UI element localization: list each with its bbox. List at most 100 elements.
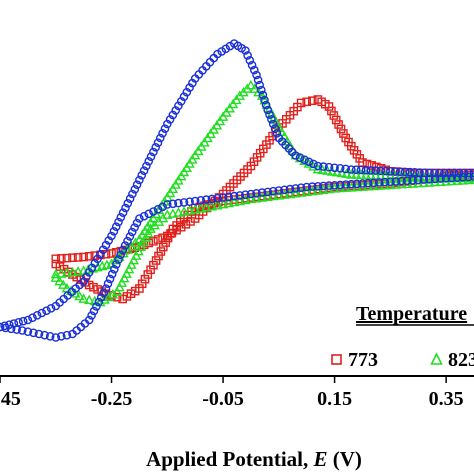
data-point (307, 185, 318, 196)
data-point (365, 169, 376, 180)
data-point (301, 186, 312, 197)
legend-marker-773 (331, 354, 342, 365)
data-point (121, 203, 130, 213)
data-point (12, 325, 22, 334)
data-point (273, 190, 284, 200)
data-point (313, 161, 323, 171)
x-axis-title-main: Applied Potential, (146, 447, 313, 471)
data-point (23, 327, 33, 337)
data-point (280, 185, 289, 195)
data-point (223, 197, 234, 208)
data-point (96, 293, 106, 302)
legend: Temperature 773 823 (331, 303, 474, 371)
data-point (319, 162, 328, 171)
data-point (300, 155, 309, 164)
data-point (114, 217, 123, 227)
legend-marker-823 (430, 352, 443, 365)
data-point (163, 233, 173, 243)
data-point (313, 181, 323, 191)
data-point (268, 119, 278, 129)
data-point (213, 193, 222, 203)
data-point (28, 313, 37, 323)
data-point (324, 162, 334, 172)
data-point (402, 176, 412, 185)
data-point (376, 166, 385, 176)
data-point (119, 272, 130, 283)
data-point (262, 191, 273, 201)
data-point (155, 133, 165, 143)
data-point (157, 212, 169, 223)
data-point (260, 95, 269, 105)
data-point (279, 189, 290, 199)
data-point (149, 147, 158, 157)
data-point (261, 100, 271, 110)
data-point (107, 288, 119, 299)
data-point (234, 195, 245, 206)
data-point (308, 161, 319, 171)
data-point (178, 206, 190, 216)
data-point (40, 330, 49, 340)
data-point (430, 174, 440, 184)
data-point (0, 322, 5, 332)
data-point (290, 188, 301, 198)
x-axis-title-unit: (V) (328, 447, 362, 471)
data-point (67, 266, 78, 277)
data-point (149, 260, 158, 270)
data-point (206, 200, 218, 211)
data-point (130, 184, 140, 194)
data-point (312, 185, 324, 195)
data-point (57, 254, 66, 263)
data-point (413, 175, 423, 185)
data-point (265, 110, 274, 119)
data-point (42, 306, 51, 316)
data-point (386, 177, 395, 186)
data-point (79, 252, 88, 262)
data-point (87, 311, 96, 320)
data-point (308, 96, 317, 105)
data-point (291, 151, 300, 160)
data-point (307, 182, 317, 191)
data-point (235, 191, 245, 200)
data-point (291, 184, 300, 193)
data-point (116, 277, 128, 287)
data-point (341, 180, 351, 189)
data-point (249, 65, 259, 75)
data-point (51, 259, 61, 269)
data-point (419, 175, 429, 184)
data-point (137, 170, 146, 180)
data-point (241, 46, 250, 55)
data-point (255, 80, 265, 90)
series-circle (0, 39, 474, 342)
data-point (171, 106, 180, 115)
data-point (34, 329, 44, 339)
data-point (270, 124, 280, 133)
data-point (73, 253, 83, 262)
data-point (154, 251, 163, 261)
data-point (391, 177, 401, 186)
data-point (335, 180, 345, 190)
data-point (361, 165, 371, 175)
data-point (125, 194, 135, 203)
data-point (1, 323, 10, 333)
data-point (184, 205, 195, 215)
data-point (213, 49, 222, 59)
data-point (296, 98, 306, 108)
data-point (395, 167, 405, 176)
data-point (110, 264, 119, 274)
data-point (128, 189, 137, 199)
data-point (107, 269, 117, 279)
data-point (158, 202, 167, 212)
data-point (429, 168, 439, 178)
data-point (158, 242, 168, 252)
data-point (410, 167, 420, 177)
data-point (190, 204, 201, 214)
data-point (144, 156, 153, 166)
data-point (302, 182, 312, 192)
data-point (168, 199, 178, 209)
data-point (268, 190, 279, 201)
data-point (394, 171, 406, 181)
data-point (390, 171, 401, 181)
data-point (125, 232, 135, 241)
data-point (135, 214, 144, 223)
data-point (179, 92, 189, 101)
